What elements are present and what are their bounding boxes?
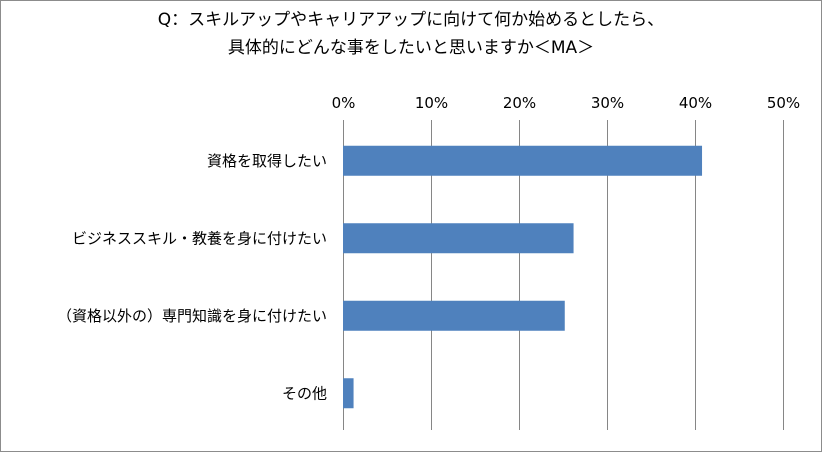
x-tick-label: 30%: [591, 94, 624, 112]
bar: [343, 300, 565, 331]
chart-title-line-2: 具体的にどんな事をしたいと思いますか＜MA＞: [227, 38, 595, 58]
category-label: ビジネススキル・教養を身に付けたい: [72, 229, 327, 247]
bar: [343, 223, 574, 254]
bars: [343, 145, 703, 409]
category-label: その他: [282, 384, 327, 402]
x-tick-label: 20%: [503, 94, 536, 112]
category-label: （資格以外の）専門知識を身に付けたい: [57, 307, 327, 325]
bar: [343, 145, 703, 176]
x-tick-labels: 0% 10% 20% 30% 40% 50%: [332, 94, 801, 112]
chart-title: Q：スキルアップやキャリアアップに向けて何か始めるとしたら、 具体的にどんな事を…: [0, 6, 822, 62]
chart-title-line-1: Q：スキルアップやキャリアアップに向けて何か始めるとしたら、: [157, 10, 665, 30]
category-label: 資格を取得したい: [207, 152, 327, 170]
x-tick-label: 50%: [767, 94, 800, 112]
x-tick-label: 10%: [415, 94, 448, 112]
x-tick-label: 40%: [679, 94, 712, 112]
bar: [343, 378, 354, 409]
x-tick-label: 0%: [332, 94, 356, 112]
